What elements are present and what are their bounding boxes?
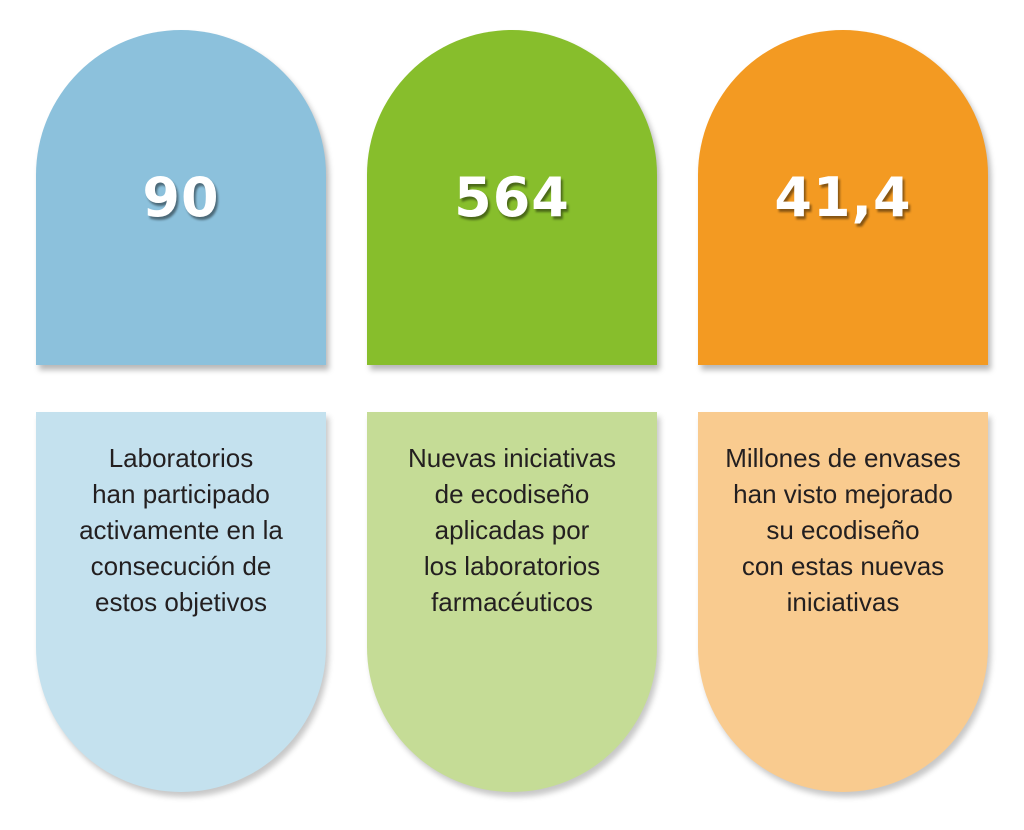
stat-description-line: iniciativas xyxy=(786,587,900,617)
stat-card-top: 90 xyxy=(36,30,326,365)
stat-card-top: 41,4 xyxy=(698,30,988,365)
stat-card-bottom: Nuevas iniciativas de ecodiseño aplicada… xyxy=(367,412,657,792)
stat-card-bottom: Laboratorios han participado activamente… xyxy=(36,412,326,792)
stat-description-line: consecución de xyxy=(90,551,272,581)
stat-description-line: activamente en la xyxy=(79,515,283,545)
stat-description-line: su ecodiseño xyxy=(766,515,920,545)
stat-description-line: de ecodiseño xyxy=(434,479,590,509)
stat-description-line: Laboratorios xyxy=(108,443,254,473)
stat-description-line: Nuevas iniciativas xyxy=(407,443,617,473)
stat-description-line: los laboratorios xyxy=(423,551,601,581)
stat-card-bottom: Millones de envases han visto mejorado s… xyxy=(698,412,988,792)
stat-description-line: aplicadas por xyxy=(434,515,590,545)
stat-card-top: 564 xyxy=(367,30,657,365)
stat-description-line: Millones de envases xyxy=(725,443,961,473)
stat-description: Nuevas iniciativas de ecodiseño aplicada… xyxy=(367,440,657,620)
stat-description: Laboratorios han participado activamente… xyxy=(36,440,326,620)
stat-description-line: han participado xyxy=(92,479,270,509)
stat-description-line: farmacéuticos xyxy=(431,587,593,617)
stat-value: 90 xyxy=(142,166,220,229)
stat-description-line: han visto mejorado xyxy=(733,479,953,509)
stat-description: Millones de envases han visto mejorado s… xyxy=(698,440,988,620)
stat-value: 41,4 xyxy=(774,166,912,229)
stat-description-line: con estas nuevas xyxy=(741,551,945,581)
stat-description-line: estos objetivos xyxy=(95,587,267,617)
stat-value: 564 xyxy=(454,166,570,229)
